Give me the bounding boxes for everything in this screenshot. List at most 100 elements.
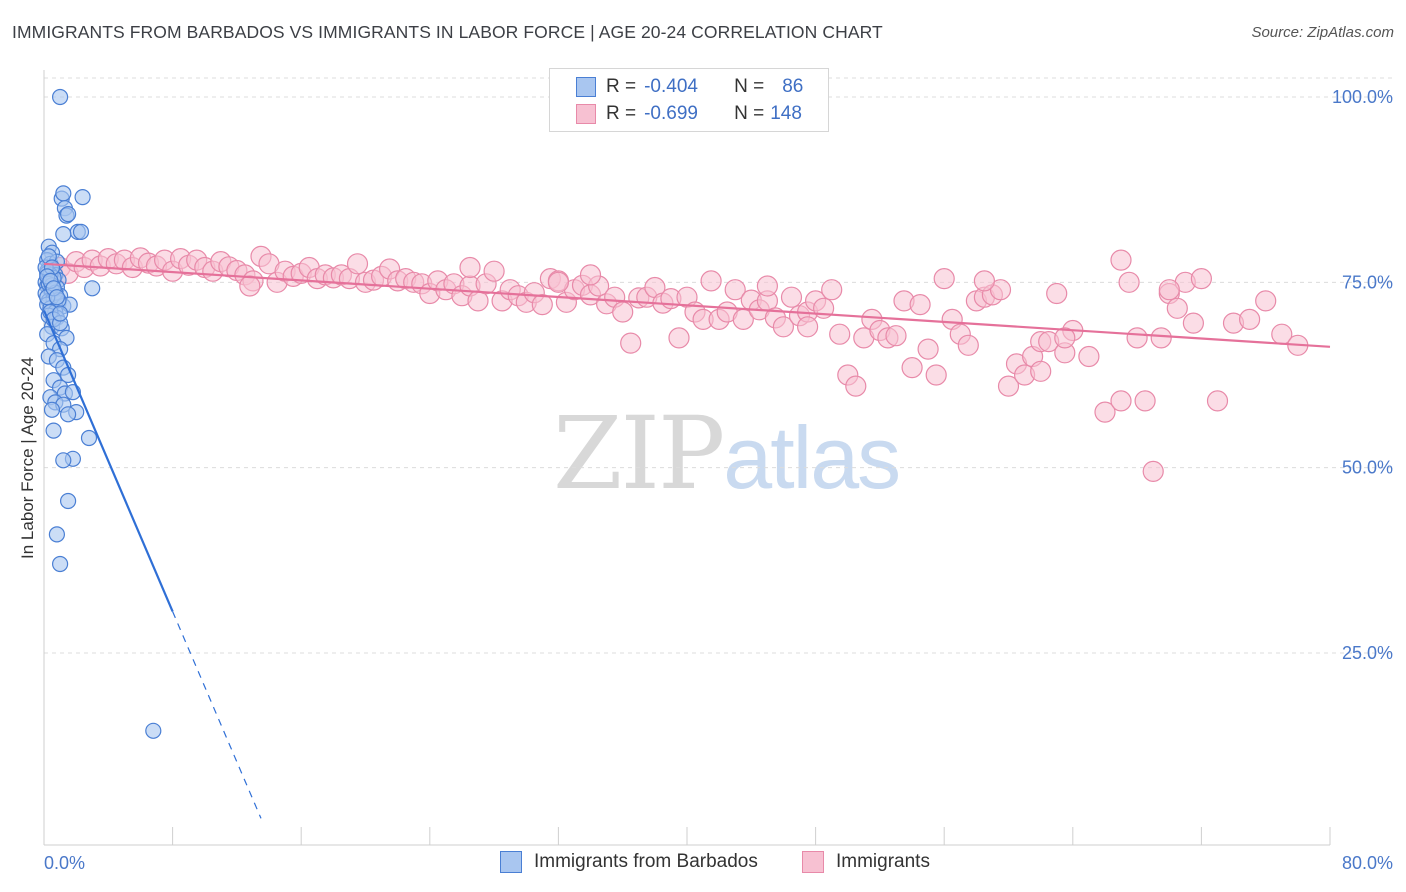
- tick-labels: 25.0% 50.0% 75.0% 100.0% 0.0% 80.0%: [44, 87, 1393, 873]
- data-point-immigrants: [1190, 268, 1213, 290]
- data-point-immigrants: [1110, 249, 1132, 271]
- data-point-barbados: [48, 289, 66, 306]
- legend-item-immigrants: Immigrants: [802, 851, 930, 873]
- data-point-immigrants: [239, 275, 261, 297]
- legend-item-barbados: Immigrants from Barbados: [500, 851, 758, 873]
- data-point-immigrants: [579, 264, 602, 286]
- data-point-immigrants: [1238, 308, 1261, 330]
- data-point-immigrants: [459, 256, 481, 279]
- data-point-immigrants: [796, 316, 819, 338]
- data-point-barbados: [51, 555, 69, 573]
- data-point-immigrants: [547, 271, 570, 293]
- legend-n-value: 86: [782, 76, 804, 97]
- data-point-immigrants: [1078, 345, 1100, 368]
- legend-swatch-blue: [500, 851, 522, 873]
- data-point-immigrants: [989, 279, 1012, 301]
- grid-lines: [44, 77, 1392, 654]
- data-point-immigrants: [780, 286, 803, 308]
- data-point-barbados: [72, 223, 90, 240]
- legend-row-immigrants: R = -0.699 N = 148: [550, 101, 802, 127]
- legend-swatch-pink: [802, 851, 824, 873]
- trend-line-barbados: [42, 310, 174, 612]
- data-point-immigrants: [1094, 401, 1116, 423]
- trend-lines: [42, 262, 1331, 819]
- data-point-barbados: [59, 492, 77, 510]
- legend-r-label: R =: [606, 76, 637, 97]
- legend-r-value: -0.699: [644, 103, 698, 124]
- watermark-atlas: atlas: [723, 408, 901, 507]
- data-point-immigrants: [845, 375, 867, 397]
- data-point-immigrants: [957, 334, 979, 356]
- watermark: ZIPatlas: [553, 395, 901, 512]
- legend-label: Immigrants from Barbados: [534, 851, 758, 872]
- data-point-immigrants: [917, 338, 939, 360]
- legend-label: Immigrants: [836, 851, 930, 872]
- data-point-immigrants: [1118, 271, 1140, 293]
- data-point-immigrants: [909, 294, 931, 316]
- y-tick-label: 50.0%: [1342, 458, 1393, 478]
- data-point-immigrants: [1134, 390, 1156, 412]
- trend-line-barbados-extension: [172, 611, 262, 819]
- data-point-barbados: [55, 452, 72, 469]
- y-tick-label: 75.0%: [1342, 272, 1393, 292]
- data-point-immigrants: [925, 364, 947, 386]
- series-immigrants: [41, 245, 1309, 482]
- legend-n-label: N =: [734, 103, 765, 124]
- data-point-barbados: [55, 226, 72, 243]
- legend-r-label: R =: [606, 103, 637, 124]
- data-point-immigrants: [612, 301, 634, 323]
- data-point-immigrants: [483, 260, 505, 282]
- stats-legend: R = -0.404 N = 86 R = -0.699 N = 148: [549, 68, 829, 132]
- data-point-immigrants: [821, 279, 843, 301]
- data-point-barbados: [51, 305, 69, 322]
- legend-swatch-pink: [576, 104, 596, 124]
- data-point-immigrants: [1142, 460, 1164, 482]
- data-point-barbados: [59, 206, 77, 223]
- data-point-immigrants: [1166, 297, 1188, 319]
- data-point-barbados: [51, 88, 69, 106]
- data-point-immigrants: [668, 327, 690, 349]
- data-point-immigrants: [901, 357, 923, 379]
- x-tick-label-max: 80.0%: [1342, 853, 1393, 873]
- legend-swatch-blue: [576, 77, 596, 97]
- data-point-immigrants: [620, 332, 642, 354]
- data-point-barbados: [45, 422, 62, 439]
- data-point-immigrants: [772, 316, 795, 338]
- legend-n-value: 148: [770, 103, 802, 124]
- source-label: Source: ZipAtlas.com: [1251, 24, 1394, 41]
- data-point-barbados: [55, 185, 72, 202]
- series-immigrants-from-barbados: [37, 88, 162, 739]
- data-point-immigrants: [700, 270, 722, 292]
- trend-line-immigrants: [43, 262, 1331, 348]
- data-point-immigrants: [1110, 390, 1132, 412]
- data-point-immigrants: [1182, 312, 1205, 334]
- x-tick-label-min: 0.0%: [44, 853, 85, 873]
- data-point-immigrants: [997, 375, 1020, 397]
- data-point-immigrants: [973, 270, 996, 292]
- data-point-barbados: [84, 280, 101, 297]
- data-point-immigrants: [346, 253, 369, 275]
- axes: [43, 70, 1331, 846]
- data-point-barbados: [145, 722, 162, 739]
- data-point-barbados: [43, 401, 61, 418]
- data-point-immigrants: [1158, 279, 1180, 301]
- data-point-immigrants: [885, 325, 907, 347]
- data-point-immigrants: [933, 268, 955, 290]
- data-point-immigrants: [1255, 290, 1277, 312]
- y-tick-label: 100.0%: [1332, 87, 1393, 107]
- data-point-immigrants: [1206, 390, 1229, 412]
- data-point-barbados: [59, 406, 77, 423]
- chart-title: IMMIGRANTS FROM BARBADOS VS IMMIGRANTS I…: [12, 22, 883, 42]
- data-point-immigrants: [1030, 360, 1052, 382]
- data-point-barbados: [48, 526, 66, 543]
- data-point-immigrants: [1046, 282, 1068, 305]
- y-tick-label: 25.0%: [1342, 643, 1393, 663]
- data-point-immigrants: [1126, 327, 1148, 349]
- data-point-immigrants: [829, 323, 851, 345]
- data-point-immigrants: [756, 275, 779, 297]
- data-point-immigrants: [1054, 327, 1076, 349]
- data-point-barbados: [74, 189, 91, 206]
- legend-n-label: N =: [734, 76, 765, 97]
- legend-row-barbados: R = -0.404 N = 86: [550, 74, 803, 100]
